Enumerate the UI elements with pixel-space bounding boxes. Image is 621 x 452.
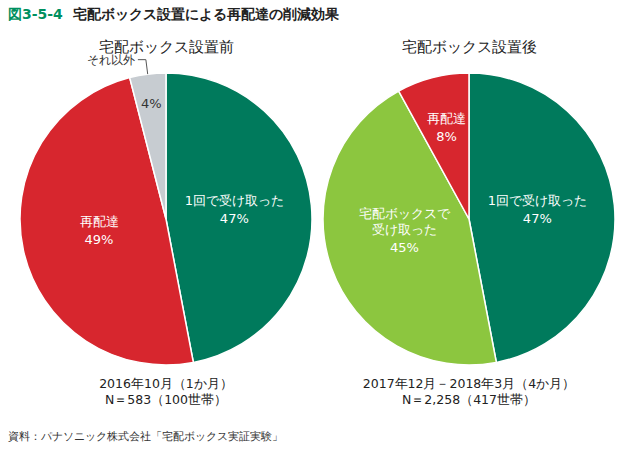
category-label: 宅配ボックスで受け取った (359, 206, 451, 237)
labels: 1回で受け取った 47% 再配達 49% 4% それ以外 (80, 53, 284, 247)
annotation: N＝583（100世帯） (105, 392, 227, 407)
pie-slice (130, 73, 166, 219)
text-line: 宅配ボックスで (359, 206, 451, 221)
annotation: 2017年12月－2018年3月（4か月） (363, 376, 575, 391)
leader-line (138, 60, 148, 74)
data-label: 45% (390, 240, 419, 255)
labels: 1回で受け取った 47% 宅配ボックスで受け取った 45% 再配達 8% (359, 111, 587, 255)
annotation: N＝2,258（417世帯） (402, 392, 536, 407)
chart-title: 宅配ボックス設置後 (402, 38, 537, 56)
data-label: 4% (141, 96, 162, 111)
pie-slice (166, 73, 312, 362)
pie-chart: 宅配ボックス設置前1回で受け取った47%再配達49%4%それ以外2016年10月… (20, 38, 312, 407)
figure-header: 図3-5-4 宅配ボックス設置による再配達の削減効果 (8, 6, 340, 22)
figure: 図3-5-4 宅配ボックス設置による再配達の削減効果資料：パナソニック株式会社「宅… (0, 0, 621, 452)
pie-slice (20, 78, 193, 365)
annotation: 2016年10月（1か月） (99, 376, 233, 391)
pie-slice (399, 73, 469, 219)
pie-chart: 宅配ボックス設置後 1回で受け取った 47% 宅配ボックスで受け取った 45% 再配達 8%… (323, 38, 615, 407)
pie-slice (323, 91, 496, 365)
text-line: 受け取った (372, 222, 437, 237)
category-label: 1回で受け取った (488, 193, 587, 208)
data-label: 8% (436, 129, 457, 144)
category-label: 1回で受け取った (185, 193, 284, 208)
category-label: それ以外 (87, 53, 135, 67)
category-label: 再配達 (80, 214, 119, 229)
data-label: 47% (220, 211, 249, 226)
figure-number: 図3-5-4 (8, 6, 63, 22)
category-label: 再配達 (427, 111, 466, 126)
data-label: 47% (523, 211, 552, 226)
pie-slice (469, 73, 615, 362)
data-label: 49% (85, 232, 114, 247)
figure-title: 宅配ボックス設置による再配達の削減効果 (73, 6, 340, 22)
source-note: 資料：パナソニック株式会社「宅配ボックス実証実験」 (8, 430, 283, 443)
